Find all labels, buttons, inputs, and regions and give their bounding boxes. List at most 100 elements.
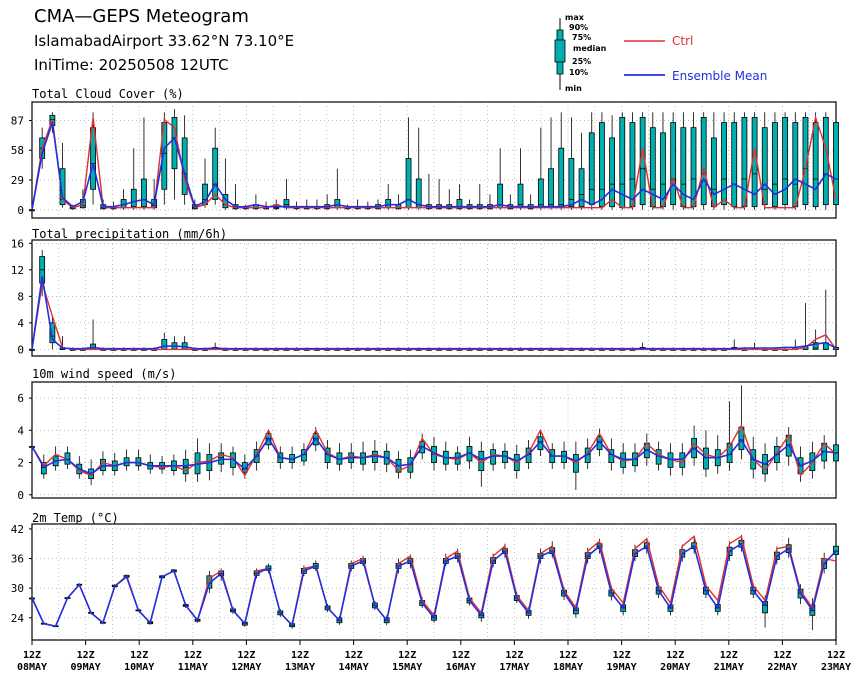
y-tick-label: 6 (17, 392, 24, 405)
x-tick-label-date: 23MAY (821, 662, 851, 673)
box (548, 168, 554, 209)
legend-box-label: 25% (572, 57, 591, 66)
x-tick-label-hour: 12Z (23, 650, 41, 661)
y-tick-label: 87 (11, 114, 24, 127)
x-tick-label-hour: 12Z (720, 650, 738, 661)
legend-box-label: median (573, 44, 607, 53)
box (360, 452, 366, 465)
x-tick-label-hour: 12Z (827, 650, 845, 661)
x-tick-label-date: 20MAY (660, 662, 690, 673)
x-tick-label-date: 14MAY (339, 662, 369, 673)
x-tick-label-hour: 12Z (130, 650, 148, 661)
panel-frame (31, 239, 837, 357)
x-tick-label-date: 12MAY (231, 662, 261, 673)
x-tick-label-hour: 12Z (505, 650, 523, 661)
box (599, 122, 605, 208)
x-tick-label-date: 16MAY (446, 662, 476, 673)
box (670, 122, 677, 206)
x-tick-label-hour: 12Z (666, 650, 684, 661)
x-tick-label-hour: 12Z (291, 650, 309, 661)
x-tick-label-hour: 12Z (237, 650, 255, 661)
x-tick-label-date: 10MAY (124, 662, 154, 673)
y-tick-label: 2 (17, 457, 24, 470)
box (833, 545, 839, 556)
box (558, 147, 565, 209)
box (161, 339, 168, 350)
legend-box (554, 39, 566, 63)
box (812, 122, 819, 208)
ensemble-mean-line (31, 122, 837, 210)
legend-mean-label: Ensemble Mean (672, 69, 768, 83)
x-tick-label-date: 08MAY (17, 662, 47, 673)
box (802, 116, 809, 206)
chart-title: CMA—GEPS Meteogram (34, 6, 249, 27)
box (578, 168, 585, 208)
box (822, 116, 829, 206)
box (49, 322, 56, 344)
x-tick-label-date: 11MAY (178, 662, 208, 673)
legend-box-lower (556, 61, 564, 75)
box (609, 137, 616, 208)
y-tick-label: 0 (17, 204, 24, 217)
x-tick-label-date: 21MAY (714, 662, 744, 673)
box (731, 122, 738, 208)
station-location: IslamabadAirport 33.62°N 73.10°E (34, 32, 295, 50)
legend-box-upper (556, 29, 564, 41)
box (59, 168, 66, 206)
ctrl-series-line (31, 114, 837, 210)
ensemble-mean-line (31, 436, 837, 475)
legend-ctrl-label: Ctrl (672, 34, 694, 48)
legend-box-label: 90% (569, 23, 588, 32)
x-tick-label-date: 22MAY (767, 662, 797, 673)
box (703, 447, 709, 470)
box (385, 199, 392, 209)
y-tick-label: 4 (17, 424, 24, 437)
box (710, 137, 717, 208)
y-tick-label: 16 (11, 237, 24, 250)
box (782, 116, 789, 206)
box (90, 127, 96, 190)
box (833, 122, 839, 206)
box (792, 122, 799, 208)
x-tick-label-hour: 12Z (184, 650, 202, 661)
y-tick-label: 36 (11, 553, 24, 566)
y-tick-label: 29 (11, 174, 24, 187)
box (568, 158, 575, 208)
box (761, 127, 768, 206)
x-tick-label-hour: 12Z (345, 650, 363, 661)
box (517, 183, 524, 209)
x-tick-label-hour: 12Z (773, 650, 791, 661)
box (334, 199, 341, 209)
y-tick-label: 12 (11, 264, 24, 277)
panel-title-temp: 2m Temp (°C) (32, 511, 119, 525)
y-tick-label: 8 (17, 290, 24, 303)
x-tick-label-hour: 12Z (398, 650, 416, 661)
box (679, 452, 686, 468)
box (212, 147, 219, 200)
box (588, 132, 595, 206)
ensemble-mean-line (31, 542, 837, 628)
ctrl-series-line (31, 423, 837, 477)
y-tick-label: 24 (11, 612, 25, 625)
legend-box-label: min (565, 84, 582, 93)
x-tick-label-hour: 12Z (452, 650, 470, 661)
box (456, 199, 463, 210)
legend-box-label: 75% (572, 33, 591, 42)
y-tick-label: 0 (17, 489, 24, 502)
box (135, 457, 142, 467)
y-tick-label: 0 (17, 343, 24, 356)
x-tick-label-date: 17MAY (499, 662, 529, 673)
box (141, 178, 147, 208)
panel-title-wind: 10m wind speed (m/s) (32, 367, 177, 381)
init-time: IniTime: 20250508 12UTC (34, 56, 229, 74)
x-tick-label-date: 09MAY (71, 662, 101, 673)
x-tick-label-date: 15MAY (392, 662, 422, 673)
box (721, 122, 727, 206)
x-tick-label-hour: 12Z (77, 650, 95, 661)
x-tick-label-hour: 12Z (559, 650, 577, 661)
legend-box-label: 10% (569, 68, 588, 77)
box (700, 116, 707, 206)
box (726, 442, 733, 463)
legend-box-label: max (565, 13, 585, 22)
